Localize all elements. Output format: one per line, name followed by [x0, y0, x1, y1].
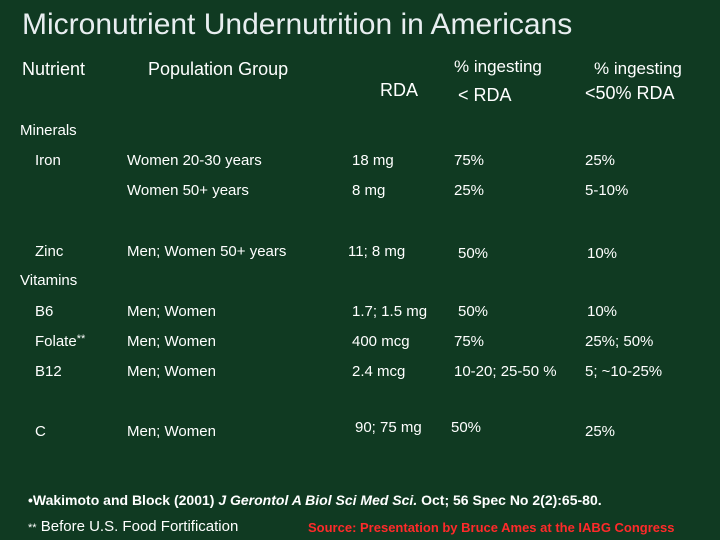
citation: •Wakimoto and Block (2001) J Gerontol A …	[28, 492, 602, 508]
citation-rest: Oct; 56 Spec No 2(2):65-80.	[421, 492, 602, 508]
footnote-mark: **	[28, 522, 37, 534]
cell-rda: 90; 75 mg	[355, 419, 422, 436]
cell-pct-rda: 50%	[458, 245, 489, 262]
section-minerals: Minerals	[20, 122, 77, 139]
cell-pct-rda: 10-20; 25-50 %	[454, 363, 557, 380]
cell-pct-half: 25%	[585, 423, 616, 440]
cell-rda: 8 mg	[352, 182, 386, 199]
header-pct-below-rda-top: % ingesting	[454, 57, 542, 76]
cell-pct-rda: 75%	[454, 152, 485, 169]
cell-group: Women 50+ years	[127, 182, 249, 199]
header-pct-below-rda-bottom: < RDA	[458, 85, 512, 105]
cell-group: Men; Women	[127, 333, 216, 350]
source-credit: Source: Presentation by Bruce Ames at th…	[308, 520, 675, 535]
cell-pct-half: 10%	[587, 303, 618, 320]
footnote-mark: **	[76, 333, 86, 345]
cell-nutrient: B12	[35, 363, 62, 380]
cell-group: Men; Women	[127, 423, 216, 440]
header-rda: RDA	[380, 80, 419, 100]
cell-rda: 11; 8 mg	[348, 243, 406, 260]
footnote: ** Before U.S. Food Fortification	[28, 518, 238, 535]
cell-rda: 1.7; 1.5 mg	[352, 303, 428, 320]
header-nutrient: Nutrient	[22, 59, 86, 79]
cell-pct-half: 5-10%	[585, 182, 629, 199]
cell-nutrient: Iron	[35, 152, 61, 169]
cell-pct-rda: 25%	[454, 182, 485, 199]
cell-pct-rda: 50%	[458, 303, 489, 320]
cell-group: Men; Women	[127, 303, 216, 320]
cell-group: Women 20-30 years	[127, 152, 262, 169]
cell-nutrient: B6	[35, 303, 54, 320]
header-population-group: Population Group	[148, 59, 289, 79]
cell-pct-half: 10%	[587, 245, 618, 262]
header-pct-below-half-top: % ingesting	[594, 59, 682, 78]
footnote-text: Before U.S. Food Fortification	[40, 518, 239, 535]
cell-pct-half: 25%	[585, 152, 616, 169]
cell-nutrient: Folate**	[35, 333, 86, 350]
cell-rda: 400 mcg	[352, 333, 410, 350]
cell-group: Men; Women	[127, 363, 216, 380]
cell-pct-rda: 75%	[454, 333, 485, 350]
cell-nutrient: C	[35, 423, 46, 440]
cell-rda: 2.4 mcg	[352, 363, 406, 380]
header-pct-below-half-bottom: <50% RDA	[585, 83, 675, 103]
section-vitamins: Vitamins	[20, 272, 78, 289]
page-title: Micronutrient Undernutrition in American…	[22, 8, 573, 41]
cell-pct-rda: 50%	[451, 419, 482, 436]
cell-group: Men; Women 50+ years	[127, 243, 287, 260]
cell-pct-half: 5; ~10-25%	[585, 363, 663, 380]
cell-rda: 18 mg	[352, 152, 394, 169]
citation-authors: •Wakimoto and Block (2001)	[28, 492, 215, 508]
cell-pct-half: 25%; 50%	[585, 333, 654, 350]
citation-journal: J Gerontol A Biol Sci Med Sci.	[218, 492, 418, 508]
cell-nutrient: Zinc	[35, 243, 64, 260]
